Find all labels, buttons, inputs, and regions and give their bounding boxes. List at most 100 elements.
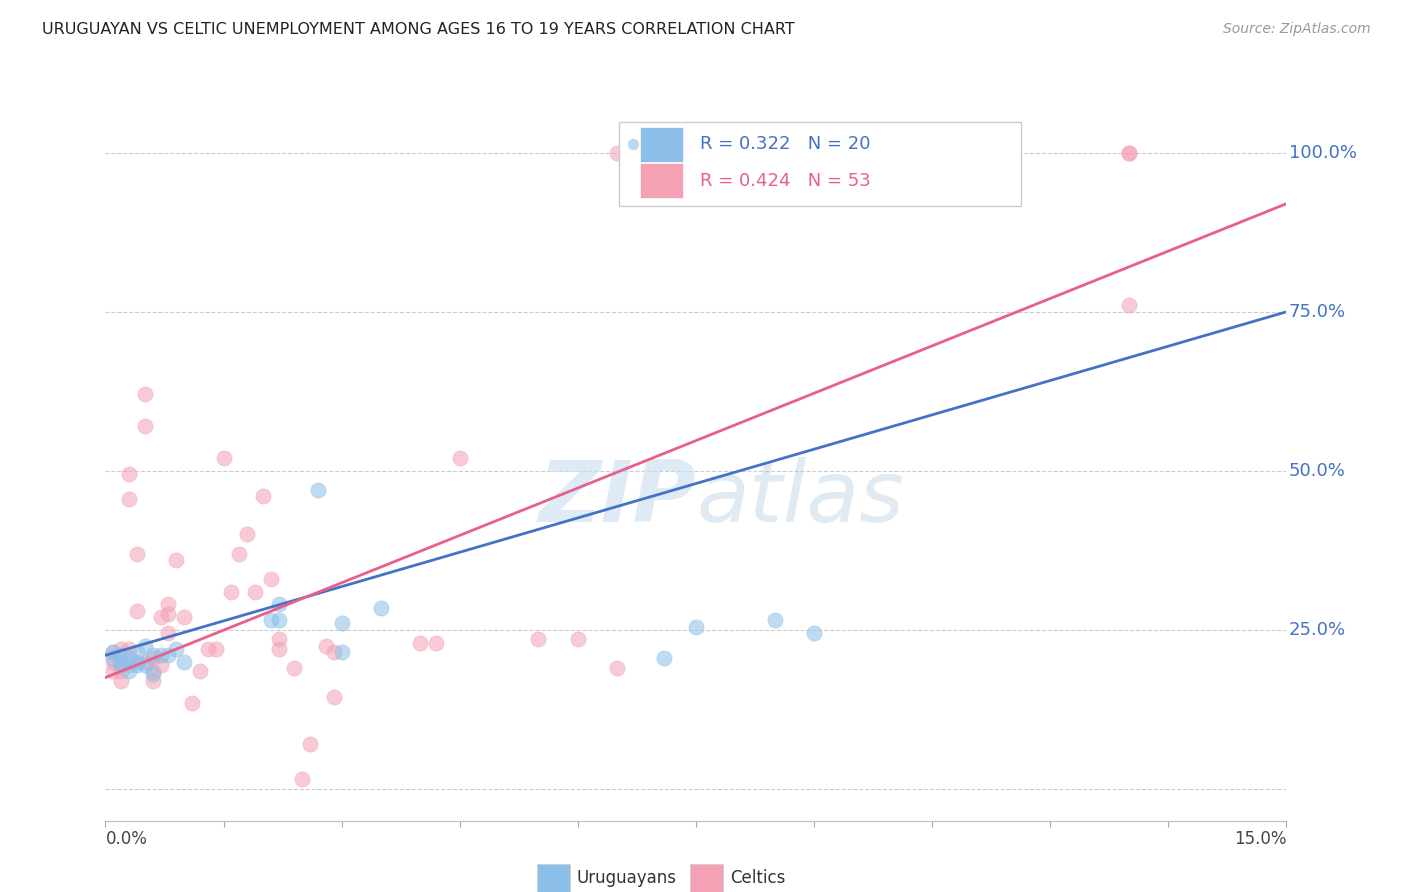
Point	[125, 604, 148, 618]
Point	[449, 451, 471, 466]
Point	[157, 607, 180, 621]
Text: Source: ZipAtlas.com: Source: ZipAtlas.com	[1223, 22, 1371, 37]
Point	[197, 641, 219, 656]
Text: R = 0.322   N = 20: R = 0.322 N = 20	[700, 135, 870, 153]
Point	[527, 632, 550, 647]
Point	[134, 639, 156, 653]
Point	[763, 613, 786, 627]
Point	[134, 419, 156, 434]
Point	[181, 696, 204, 710]
Point	[283, 661, 305, 675]
Text: 75.0%: 75.0%	[1289, 302, 1346, 321]
Point	[243, 584, 266, 599]
Point	[267, 632, 290, 647]
Text: 50.0%: 50.0%	[1289, 462, 1346, 480]
Text: atlas: atlas	[696, 458, 904, 541]
Point	[142, 648, 165, 663]
Point	[606, 661, 628, 675]
Point	[236, 527, 259, 541]
Point	[134, 657, 156, 672]
Point	[165, 553, 187, 567]
Point	[103, 664, 125, 678]
Point	[1118, 145, 1140, 160]
Point	[188, 664, 211, 678]
Point	[118, 651, 141, 665]
Point	[322, 645, 344, 659]
Point	[212, 451, 235, 466]
Point	[118, 664, 141, 678]
Bar	[690, 863, 723, 892]
Point	[425, 635, 447, 649]
Text: 100.0%: 100.0%	[1289, 144, 1357, 161]
Point	[110, 657, 132, 672]
Point	[149, 648, 172, 663]
Text: URUGUAYAN VS CELTIC UNEMPLOYMENT AMONG AGES 16 TO 19 YEARS CORRELATION CHART: URUGUAYAN VS CELTIC UNEMPLOYMENT AMONG A…	[42, 22, 794, 37]
Point	[654, 651, 676, 665]
Point	[173, 655, 195, 669]
Point	[267, 613, 290, 627]
Point	[134, 387, 156, 401]
Point	[165, 641, 187, 656]
Point	[299, 737, 322, 751]
Point	[157, 626, 180, 640]
Point	[260, 572, 283, 586]
Point	[330, 645, 353, 659]
Point	[157, 648, 180, 663]
Point	[260, 613, 283, 627]
Bar	[537, 863, 569, 892]
Point	[142, 667, 165, 681]
Point	[142, 664, 165, 678]
Point	[110, 664, 132, 678]
Text: 25.0%: 25.0%	[1289, 621, 1346, 639]
Point	[330, 616, 353, 631]
Point	[267, 641, 290, 656]
Point	[125, 655, 148, 669]
Point	[125, 547, 148, 561]
FancyBboxPatch shape	[619, 122, 1021, 206]
Point	[1118, 298, 1140, 312]
Point	[118, 492, 141, 507]
Point	[118, 641, 141, 656]
Text: 15.0%: 15.0%	[1234, 830, 1286, 848]
Bar	[641, 163, 683, 198]
Point	[291, 772, 314, 787]
Point	[322, 690, 344, 704]
Point	[110, 655, 132, 669]
Point	[125, 657, 148, 672]
Text: ZIP: ZIP	[538, 458, 696, 541]
Point	[307, 483, 329, 497]
Point	[134, 655, 156, 669]
Point	[103, 651, 125, 665]
Point	[110, 641, 132, 656]
Text: 0.0%: 0.0%	[105, 830, 148, 848]
Point	[409, 635, 432, 649]
Point	[142, 651, 165, 665]
Point	[221, 584, 243, 599]
Point	[685, 620, 707, 634]
Point	[204, 641, 226, 656]
Point	[567, 632, 589, 647]
Point	[267, 598, 290, 612]
Point	[157, 598, 180, 612]
Point	[103, 655, 125, 669]
Point	[1118, 145, 1140, 160]
Bar	[641, 127, 683, 161]
Point	[118, 657, 141, 672]
Point	[149, 657, 172, 672]
Point	[103, 645, 125, 659]
Point	[125, 645, 148, 659]
Point	[173, 610, 195, 624]
Point	[228, 547, 250, 561]
Point	[252, 489, 274, 503]
Text: Uruguayans: Uruguayans	[576, 869, 676, 887]
Point	[110, 673, 132, 688]
Point	[110, 648, 132, 663]
Text: Celtics: Celtics	[730, 869, 786, 887]
Point	[606, 145, 628, 160]
Point	[370, 600, 392, 615]
Point	[142, 673, 165, 688]
Point	[118, 467, 141, 481]
Point	[149, 610, 172, 624]
Point	[803, 626, 825, 640]
Text: R = 0.424   N = 53: R = 0.424 N = 53	[700, 171, 870, 190]
